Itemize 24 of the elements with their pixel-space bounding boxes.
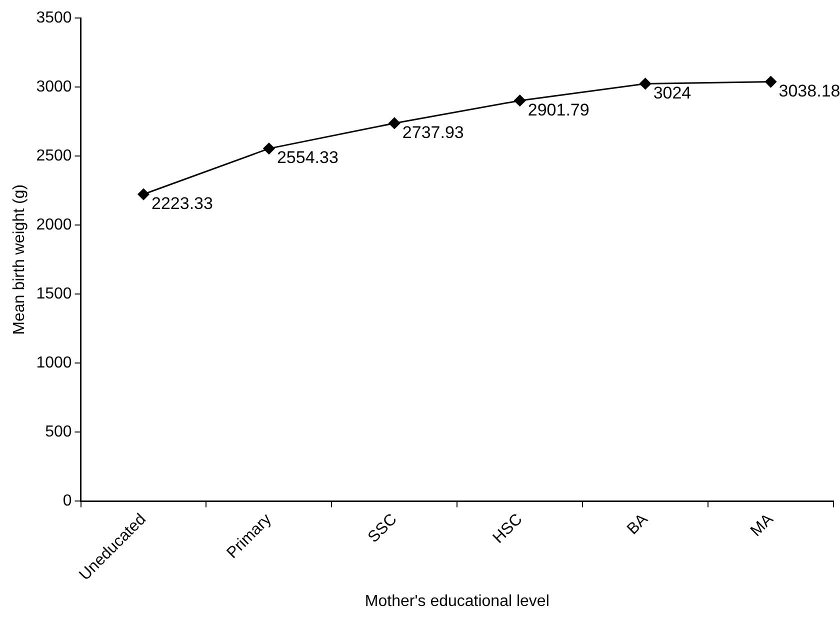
y-tick-label: 1000: [36, 354, 72, 372]
point: [514, 94, 526, 106]
data-label: 2223.33: [152, 194, 213, 213]
y-tick-label: 500: [45, 424, 72, 441]
point: [765, 76, 777, 88]
point: [640, 78, 652, 90]
point: [138, 188, 150, 200]
x-axis-title: Mother's educational level: [364, 592, 550, 610]
y-tick-label: 3000: [36, 78, 72, 96]
x-tick-label: BA: [624, 510, 652, 538]
point: [388, 117, 400, 129]
data-label: 2554.33: [276, 148, 338, 168]
x-tick-label: MA: [748, 510, 777, 540]
data-label: 3038.18: [778, 81, 840, 100]
point: [263, 142, 275, 154]
y-tick-label: 2000: [36, 216, 72, 234]
y-tick-label: 0: [62, 492, 72, 510]
y-tick-label: 3500: [36, 9, 72, 26]
y-axis-title: Mean birth weight (g): [11, 184, 28, 335]
data-label: 2901.79: [528, 100, 590, 120]
y-tick-label: 1500: [36, 286, 72, 303]
data-label: 2737.93: [402, 122, 464, 142]
y-tick-label: 2500: [36, 147, 72, 164]
data-label: 3024: [653, 83, 692, 102]
